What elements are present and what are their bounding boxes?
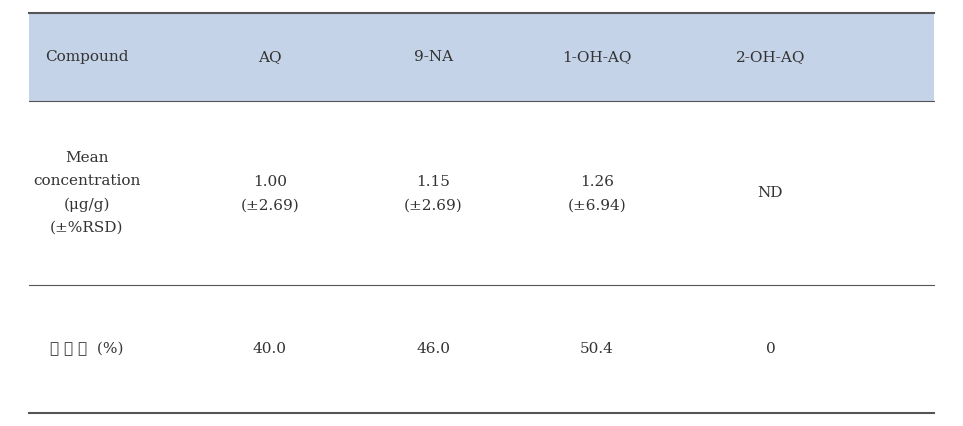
Text: 1-OH-AQ: 1-OH-AQ — [562, 50, 632, 64]
Text: 46.0: 46.0 — [416, 342, 451, 356]
Text: 1.00: 1.00 — [252, 176, 287, 189]
Text: AQ: AQ — [258, 50, 281, 64]
Text: (±%RSD): (±%RSD) — [50, 221, 123, 235]
Text: 40.0: 40.0 — [252, 342, 287, 356]
Text: (±2.69): (±2.69) — [240, 199, 299, 213]
Text: 이 행 률  (%): 이 행 률 (%) — [50, 342, 123, 356]
Text: 50.4: 50.4 — [580, 342, 614, 356]
Text: 0: 0 — [766, 342, 775, 356]
Text: Compound: Compound — [45, 50, 128, 64]
Text: 2-OH-AQ: 2-OH-AQ — [736, 50, 805, 64]
Text: (±6.94): (±6.94) — [567, 199, 627, 213]
Text: ND: ND — [758, 186, 783, 200]
Text: (±2.69): (±2.69) — [403, 199, 463, 213]
Text: concentration: concentration — [33, 174, 141, 188]
Text: 1.15: 1.15 — [416, 176, 451, 189]
Text: 1.26: 1.26 — [580, 176, 614, 189]
Text: 9-NA: 9-NA — [414, 50, 453, 64]
Text: Mean: Mean — [65, 151, 109, 165]
Text: (μg/g): (μg/g) — [64, 198, 110, 212]
Bar — [29, 13, 934, 101]
